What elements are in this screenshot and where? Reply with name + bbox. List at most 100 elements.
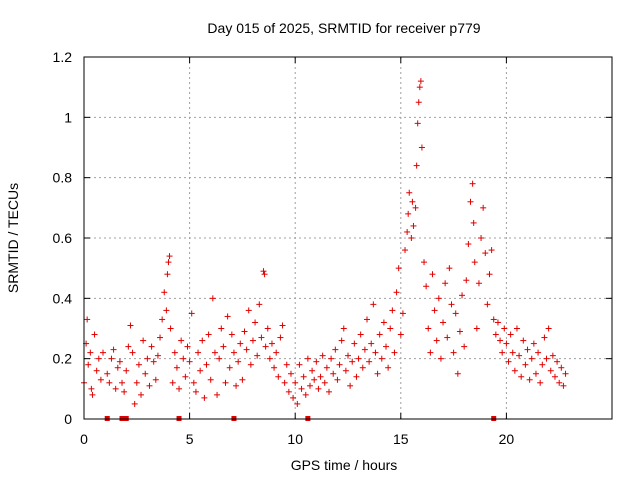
y-tick-label: 1.2	[53, 49, 73, 65]
data-point	[88, 385, 95, 392]
data-point	[254, 352, 261, 359]
data-point	[471, 259, 478, 266]
data-point	[516, 352, 523, 359]
data-point	[84, 316, 91, 323]
data-point	[492, 331, 499, 338]
data-point	[311, 376, 318, 383]
data-point	[235, 358, 242, 365]
data-point	[372, 349, 379, 356]
chart-title: Day 015 of 2025, SRMTID for receiver p77…	[207, 20, 480, 36]
data-point	[266, 355, 273, 362]
data-point	[336, 361, 343, 368]
data-point	[298, 385, 305, 392]
data-point	[199, 337, 206, 344]
data-point	[330, 370, 337, 377]
data-point	[239, 376, 246, 383]
data-point	[486, 271, 493, 278]
x-tick-label: 5	[186, 431, 194, 447]
data-point	[395, 265, 402, 272]
data-point	[562, 370, 569, 377]
tick-layer: 0 5 10 15 20 0 0.2 0.4 0.6 0.8 1 1.2	[53, 49, 612, 447]
data-point	[214, 391, 221, 398]
data-point	[473, 325, 480, 332]
data-point	[412, 204, 419, 211]
data-point	[499, 349, 506, 356]
y-axis-title: SRMTID / TECUs	[5, 183, 21, 293]
data-point	[283, 361, 290, 368]
x-tick-label: 0	[80, 431, 88, 447]
data-point	[446, 265, 453, 272]
data-point	[294, 400, 301, 407]
data-point	[478, 235, 485, 241]
data-point	[148, 343, 155, 350]
data-point	[399, 310, 406, 317]
data-point	[157, 334, 164, 341]
data-point	[410, 222, 417, 229]
data-point	[146, 382, 153, 389]
data-point	[530, 340, 537, 347]
data-point	[167, 325, 174, 332]
grid-layer	[84, 57, 612, 419]
data-point	[110, 346, 117, 353]
data-point	[501, 325, 508, 332]
data-point	[380, 319, 387, 326]
data-point	[233, 382, 240, 389]
data-point	[129, 349, 136, 356]
data-point	[121, 388, 128, 395]
data-point	[503, 340, 510, 347]
data-point	[459, 292, 466, 299]
data-point	[165, 259, 172, 266]
data-point	[551, 373, 558, 380]
data-point	[505, 358, 512, 365]
data-point	[435, 295, 442, 302]
plot-frame	[83, 56, 613, 420]
data-point	[164, 271, 171, 278]
data-point	[319, 352, 326, 359]
data-point	[383, 343, 390, 350]
data-point	[393, 289, 400, 296]
data-point	[207, 376, 214, 383]
data-point	[511, 367, 518, 374]
data-point	[321, 379, 328, 386]
y-tick-label: 0	[64, 411, 72, 427]
point-layer	[81, 78, 569, 407]
x-axis-title: GPS time / hours	[291, 457, 398, 473]
data-point	[154, 352, 161, 359]
data-point	[285, 388, 292, 395]
data-point	[429, 271, 436, 278]
data-point	[243, 346, 250, 353]
data-point	[340, 325, 347, 332]
data-point	[224, 313, 231, 320]
y-tick-label: 0.6	[53, 230, 73, 246]
data-point	[135, 361, 142, 368]
data-point	[425, 325, 432, 332]
data-point	[408, 235, 415, 241]
data-point	[131, 400, 138, 407]
data-point	[338, 337, 345, 344]
data-point	[448, 301, 455, 308]
data-point	[361, 346, 368, 353]
data-point	[287, 370, 294, 377]
data-point	[273, 349, 280, 356]
data-point	[480, 204, 487, 211]
data-point	[87, 349, 94, 356]
data-point	[277, 334, 284, 341]
data-point	[182, 373, 189, 380]
data-point	[144, 355, 151, 362]
data-point	[416, 84, 423, 91]
data-point	[463, 277, 470, 284]
data-point	[370, 301, 377, 308]
data-point	[133, 379, 140, 386]
data-point	[560, 382, 567, 389]
data-point	[245, 307, 252, 314]
data-point	[397, 331, 404, 338]
data-point	[437, 355, 444, 362]
data-point	[142, 370, 149, 377]
data-point	[218, 325, 225, 332]
data-point	[211, 349, 218, 356]
data-point	[347, 382, 354, 389]
data-point	[275, 373, 282, 380]
data-point	[549, 352, 556, 359]
data-point	[184, 343, 191, 350]
data-point	[364, 316, 371, 323]
